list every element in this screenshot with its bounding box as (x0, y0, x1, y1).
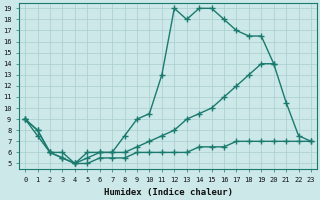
X-axis label: Humidex (Indice chaleur): Humidex (Indice chaleur) (104, 188, 233, 197)
